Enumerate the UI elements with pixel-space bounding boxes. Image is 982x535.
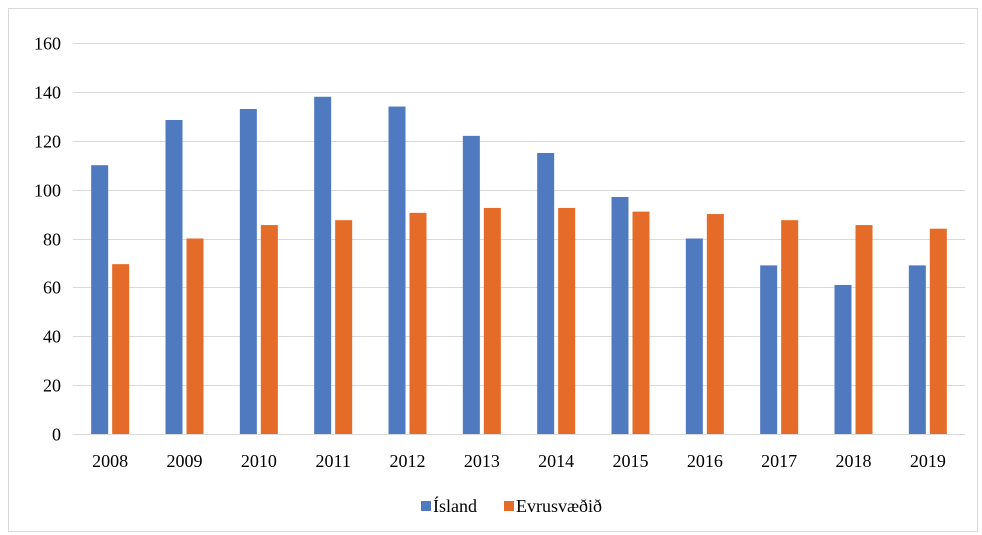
bar-evrusvaedid-2019 — [930, 229, 947, 434]
y-tick-label: 100 — [34, 181, 61, 201]
bar-evrusvaedid-2012 — [410, 213, 427, 434]
bar-island-2017 — [760, 265, 777, 434]
y-tick-label: 20 — [43, 376, 61, 396]
x-axis: 2008 2009 2010 2011 2012 2013 2014 2015 2016 2017… — [73, 435, 965, 472]
legend: Ísland Evrusvæðið — [421, 495, 602, 516]
y-tick-label: 80 — [43, 230, 61, 250]
bar-evrusvaedid-2011 — [335, 220, 352, 434]
bar-evrusvaedid-2015 — [633, 212, 650, 434]
legend-swatch-island — [421, 501, 431, 511]
y-tick-label: 140 — [34, 83, 61, 103]
bar-island-2019 — [909, 265, 926, 434]
x-tick-label: 2018 — [836, 451, 872, 471]
x-tick-label: 2013 — [464, 451, 500, 471]
bar-evrusvaedid-2018 — [856, 225, 873, 434]
bar-island-2018 — [835, 285, 852, 434]
legend-label-evrusvaedid: Evrusvæðið — [516, 496, 602, 516]
x-tick-label: 2012 — [390, 451, 426, 471]
x-tick-label: 2014 — [538, 451, 574, 471]
bar-island-2008 — [91, 165, 108, 434]
y-tick-label: 160 — [34, 34, 61, 54]
bar-evrusvaedid-2014 — [558, 208, 575, 434]
y-tick-label: 40 — [43, 327, 61, 347]
x-tick-label: 2010 — [241, 451, 277, 471]
legend-swatch-evrusvaedid — [504, 501, 514, 511]
legend-label-island: Ísland — [433, 495, 477, 516]
x-tick-label: 2019 — [910, 451, 946, 471]
gridlines — [73, 44, 965, 435]
bar-evrusvaedid-2010 — [261, 225, 278, 434]
bar-island-2013 — [463, 136, 480, 434]
bar-island-2012 — [389, 107, 406, 434]
x-tick-label: 2009 — [167, 451, 203, 471]
bar-island-2010 — [240, 109, 257, 434]
y-tick-label: 0 — [52, 425, 61, 445]
x-tick-label: 2011 — [315, 451, 350, 471]
bar-evrusvaedid-2016 — [707, 214, 724, 434]
bar-island-2014 — [537, 153, 554, 434]
bar-evrusvaedid-2008 — [112, 264, 129, 434]
bar-island-2009 — [166, 120, 183, 434]
bar-evrusvaedid-2013 — [484, 208, 501, 434]
x-tick-label: 2017 — [761, 451, 797, 471]
y-axis: 0 20 40 60 80 100 120 140 160 — [34, 34, 61, 445]
bar-evrusvaedid-2009 — [187, 239, 204, 435]
y-tick-label: 60 — [43, 278, 61, 298]
bar-island-2016 — [686, 239, 703, 435]
x-tick-label: 2016 — [687, 451, 723, 471]
bars — [91, 97, 947, 434]
y-tick-label: 120 — [34, 132, 61, 152]
bar-island-2015 — [612, 197, 629, 434]
bar-evrusvaedid-2017 — [781, 220, 798, 434]
x-tick-label: 2008 — [92, 451, 128, 471]
x-tick-label: 2015 — [613, 451, 649, 471]
bar-island-2011 — [314, 97, 331, 434]
